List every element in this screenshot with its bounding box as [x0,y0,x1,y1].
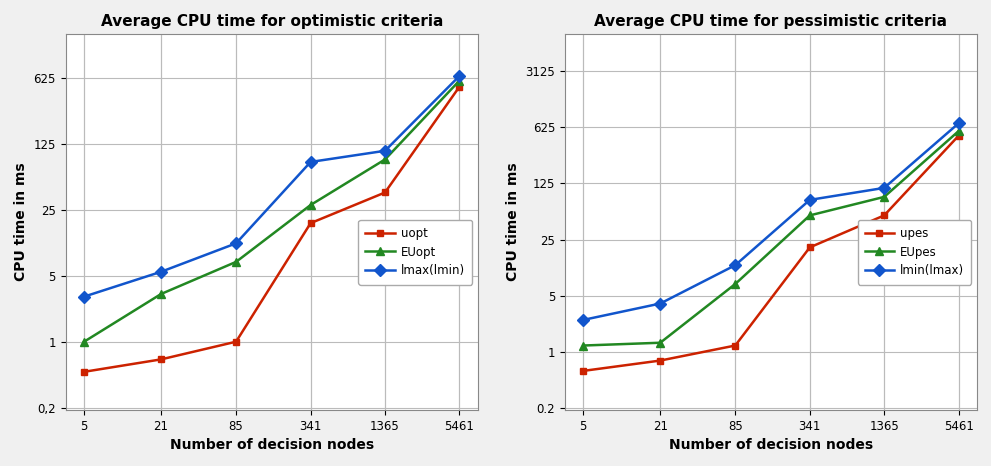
EUpes [804,212,816,218]
EUopt [380,157,391,162]
Line: EUopt: EUopt [80,76,464,346]
EUpes [729,281,741,287]
Title: Average CPU time for optimistic criteria: Average CPU time for optimistic criteria [100,14,443,29]
upes [804,245,816,250]
upes [654,358,666,363]
Legend: upes, EUpes, lmin(lmax): upes, EUpes, lmin(lmax) [857,219,971,285]
EUpes [578,343,590,348]
EUopt [230,259,242,265]
lmax(lmin) [230,240,242,246]
X-axis label: Number of decision nodes: Number of decision nodes [169,438,374,452]
uopt [454,84,466,89]
upes [878,212,890,218]
lmax(lmin) [156,269,167,274]
Line: uopt: uopt [80,83,463,375]
Line: EUpes: EUpes [579,127,962,350]
X-axis label: Number of decision nodes: Number of decision nodes [669,438,873,452]
upes [729,343,741,348]
lmin(lmax) [878,185,890,191]
EUopt [156,291,167,297]
EUopt [454,78,466,83]
Legend: uopt, EUopt, lmax(lmin): uopt, EUopt, lmax(lmin) [359,219,472,285]
lmin(lmax) [952,121,964,126]
uopt [304,220,316,226]
Line: upes: upes [580,132,962,374]
lmin(lmax) [654,301,666,306]
lmin(lmax) [578,317,590,323]
Y-axis label: CPU time in ms: CPU time in ms [14,163,28,281]
EUpes [654,340,666,345]
lmax(lmin) [454,73,466,79]
lmax(lmin) [380,148,391,154]
lmin(lmax) [804,197,816,203]
lmax(lmin) [304,159,316,165]
Title: Average CPU time for pessimistic criteria: Average CPU time for pessimistic criteri… [595,14,947,29]
uopt [380,190,391,195]
upes [952,133,964,138]
Line: lmax(lmin): lmax(lmin) [80,72,464,301]
uopt [230,339,242,344]
EUopt [304,202,316,208]
Line: lmin(lmax): lmin(lmax) [579,119,962,324]
EUpes [952,128,964,134]
Y-axis label: CPU time in ms: CPU time in ms [505,163,519,281]
EUpes [878,194,890,200]
uopt [78,369,90,375]
upes [578,368,590,374]
uopt [156,356,167,362]
EUopt [78,339,90,344]
lmax(lmin) [78,294,90,300]
lmin(lmax) [729,262,741,268]
